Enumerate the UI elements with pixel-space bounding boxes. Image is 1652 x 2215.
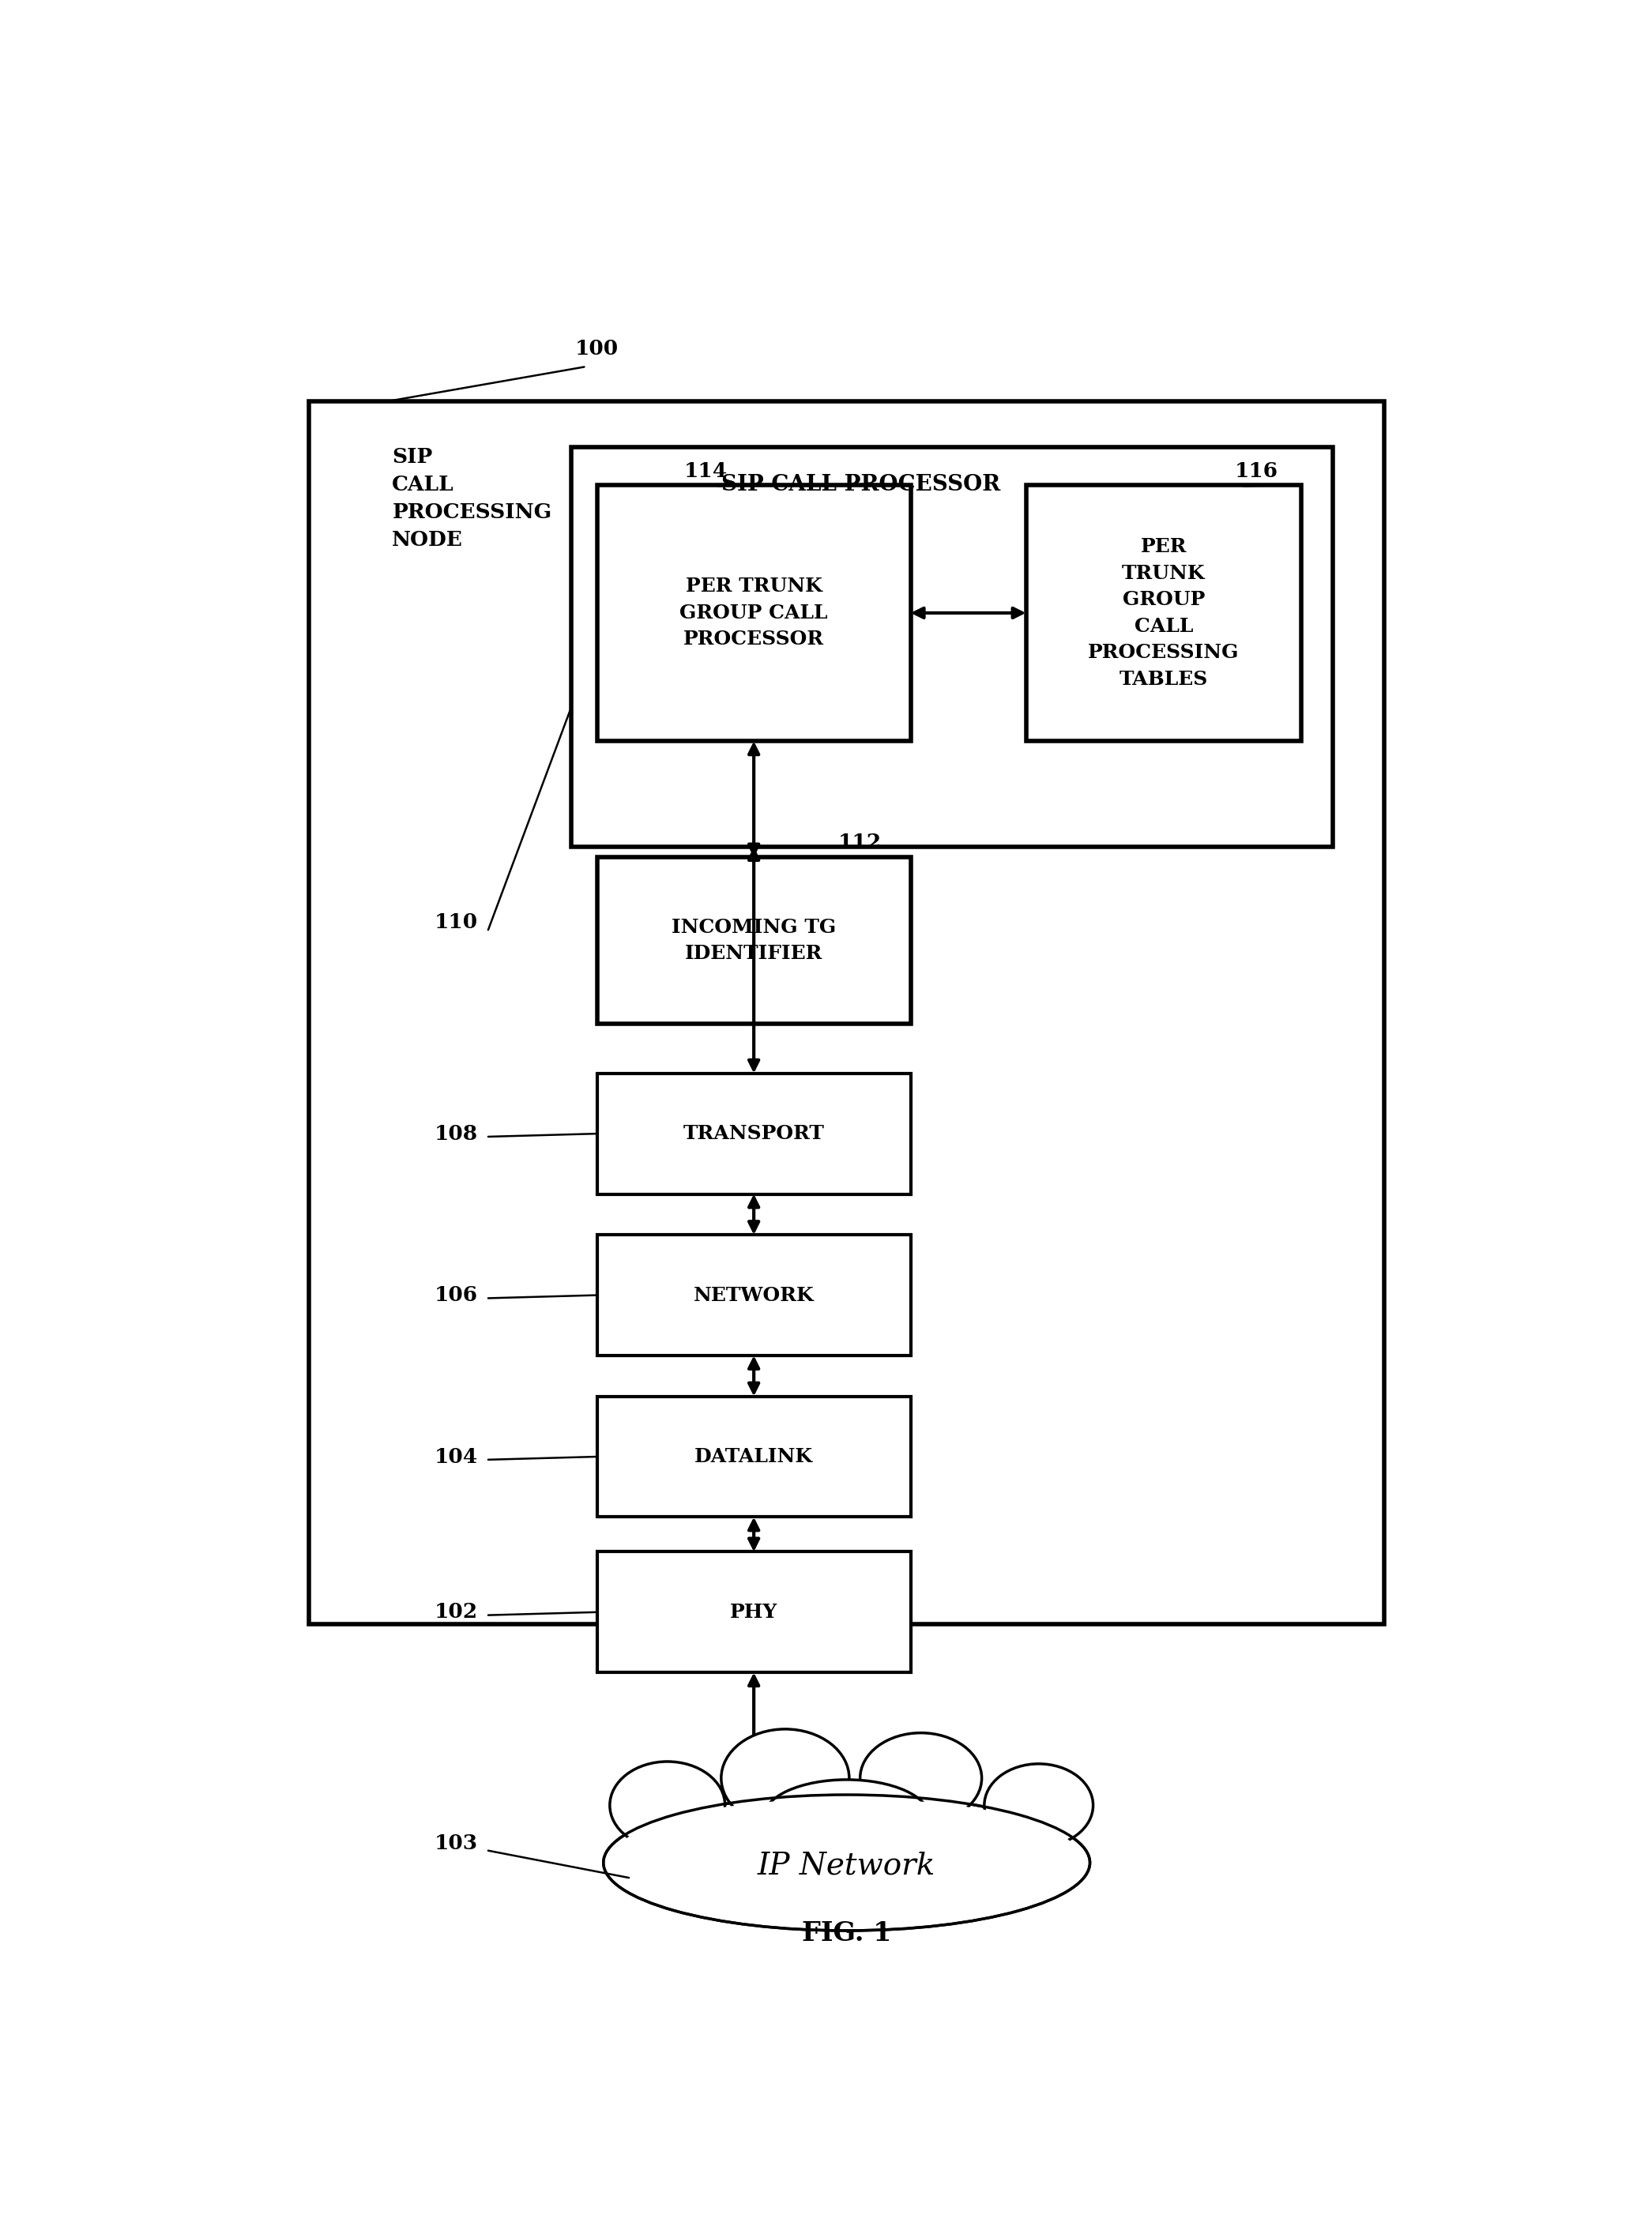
Text: PHY: PHY xyxy=(730,1604,778,1621)
Bar xyxy=(596,857,910,1023)
Ellipse shape xyxy=(985,1763,1094,1847)
Text: 102: 102 xyxy=(434,1601,477,1621)
Ellipse shape xyxy=(610,1761,725,1850)
Text: 103: 103 xyxy=(434,1834,477,1854)
Text: PER
TRUNK
GROUP
CALL
PROCESSING
TABLES: PER TRUNK GROUP CALL PROCESSING TABLES xyxy=(1089,538,1239,689)
Text: 110: 110 xyxy=(434,913,477,933)
Text: IP Network: IP Network xyxy=(758,1852,935,1881)
Bar xyxy=(596,1553,910,1672)
Text: 106: 106 xyxy=(434,1285,477,1305)
Text: SIP CALL PROCESSOR: SIP CALL PROCESSOR xyxy=(722,474,1001,496)
Text: SIP
CALL
PROCESSING
NODE: SIP CALL PROCESSING NODE xyxy=(392,447,552,549)
Bar xyxy=(572,447,1333,846)
Bar xyxy=(309,401,1384,1624)
Bar xyxy=(596,1395,910,1517)
Text: 100: 100 xyxy=(575,339,620,359)
Text: NETWORK: NETWORK xyxy=(694,1285,814,1305)
Ellipse shape xyxy=(722,1730,849,1827)
Text: DATALINK: DATALINK xyxy=(694,1446,813,1466)
Text: 114: 114 xyxy=(684,461,727,481)
Text: FIG. 1: FIG. 1 xyxy=(801,1920,892,1947)
Text: 116: 116 xyxy=(1234,461,1279,481)
Ellipse shape xyxy=(616,1799,1077,1912)
Text: 112: 112 xyxy=(838,833,881,853)
Ellipse shape xyxy=(861,1732,981,1823)
Text: INCOMING TG
IDENTIFIER: INCOMING TG IDENTIFIER xyxy=(672,917,836,964)
Text: TRANSPORT: TRANSPORT xyxy=(684,1125,824,1143)
Bar xyxy=(596,485,910,742)
Ellipse shape xyxy=(763,1779,930,1856)
Ellipse shape xyxy=(603,1794,1090,1931)
Text: 104: 104 xyxy=(434,1446,477,1466)
Bar xyxy=(596,1234,910,1356)
Bar xyxy=(596,1074,910,1194)
Text: 108: 108 xyxy=(434,1123,477,1143)
Bar xyxy=(1026,485,1302,742)
Text: PER TRUNK
GROUP CALL
PROCESSOR: PER TRUNK GROUP CALL PROCESSOR xyxy=(679,576,828,649)
